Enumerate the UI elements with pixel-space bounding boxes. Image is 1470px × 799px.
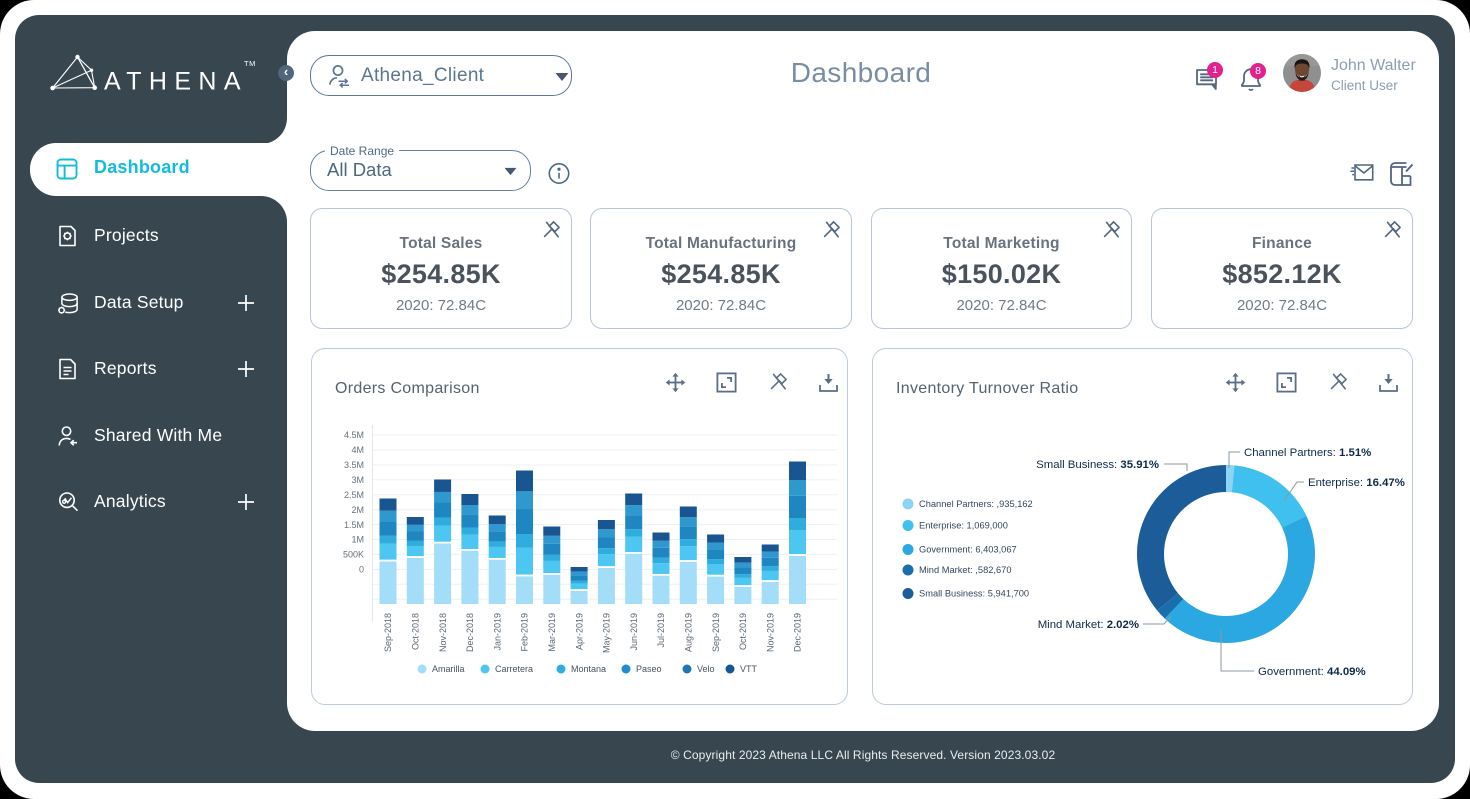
svg-text:4M: 4M (351, 445, 364, 455)
svg-text:Channel Partners: ,935,162: Channel Partners: ,935,162 (919, 499, 1033, 509)
svg-text:2M: 2M (351, 505, 364, 515)
svg-text:Paseo: Paseo (636, 664, 662, 674)
svg-text:Enterprise: 16.47%: Enterprise: 16.47% (1308, 477, 1405, 489)
svg-text:Oct-2019: Oct-2019 (738, 613, 748, 650)
svg-text:Nov-2018: Nov-2018 (438, 613, 448, 652)
svg-text:VTT: VTT (740, 664, 758, 674)
svg-text:1.5M: 1.5M (344, 520, 364, 530)
svg-text:Enterprise: 1,069,000: Enterprise: 1,069,000 (919, 521, 1008, 531)
svg-text:2.5M: 2.5M (344, 490, 364, 500)
svg-text:Dec-2019: Dec-2019 (793, 613, 803, 652)
svg-text:Dec-2018: Dec-2018 (465, 613, 475, 652)
svg-text:Montana: Montana (571, 664, 606, 674)
svg-text:Small Business: 5,941,700: Small Business: 5,941,700 (919, 589, 1029, 599)
svg-text:Apr-2019: Apr-2019 (574, 613, 584, 650)
svg-text:TM: TM (244, 59, 256, 68)
svg-text:Feb-2019: Feb-2019 (520, 613, 530, 652)
svg-text:Jun-2019: Jun-2019 (629, 613, 639, 651)
svg-text:Carretera: Carretera (495, 664, 533, 674)
svg-text:Nov-2019: Nov-2019 (765, 613, 775, 652)
svg-text:0: 0 (359, 565, 364, 575)
svg-text:May-2019: May-2019 (602, 613, 612, 653)
svg-text:Sep-2018: Sep-2018 (383, 613, 393, 652)
svg-text:1M: 1M (351, 535, 364, 545)
svg-text:Aug-2019: Aug-2019 (684, 613, 694, 652)
svg-text:ATHENA: ATHENA (104, 68, 248, 96)
svg-text:4.5M: 4.5M (344, 430, 364, 440)
svg-text:Channel Partners: 1.51%: Channel Partners: 1.51% (1244, 447, 1371, 459)
svg-text:Jul-2019: Jul-2019 (656, 613, 666, 648)
svg-text:Jan-2019: Jan-2019 (492, 613, 502, 651)
svg-text:Government: 6,403,067: Government: 6,403,067 (919, 545, 1017, 555)
svg-text:Oct-2018: Oct-2018 (411, 613, 421, 650)
svg-text:Government: 44.09%: Government: 44.09% (1258, 666, 1366, 678)
svg-text:Mar-2019: Mar-2019 (547, 613, 557, 652)
svg-text:Amarilla: Amarilla (432, 664, 465, 674)
svg-text:Mind Market: 2.02%: Mind Market: 2.02% (1038, 619, 1139, 631)
svg-text:Sep-2019: Sep-2019 (711, 613, 721, 652)
svg-text:3M: 3M (351, 475, 364, 485)
svg-text:3.5M: 3.5M (344, 460, 364, 470)
svg-text:Mind Market: ,582,670: Mind Market: ,582,670 (919, 565, 1012, 575)
svg-text:Velo: Velo (697, 664, 715, 674)
svg-text:Small Business: 35.91%: Small Business: 35.91% (1036, 459, 1159, 471)
svg-text:500K: 500K (343, 550, 364, 560)
